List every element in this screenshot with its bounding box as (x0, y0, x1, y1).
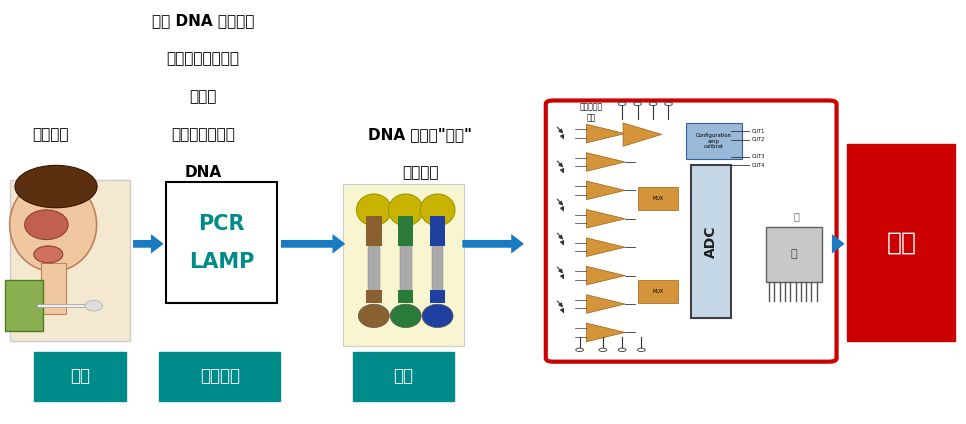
Circle shape (599, 348, 607, 351)
Text: 光电二极管
阵列: 光电二极管 阵列 (580, 103, 603, 122)
Bar (398, 216, 413, 246)
Bar (366, 290, 382, 303)
Text: 处理: 处理 (886, 231, 917, 255)
Bar (638, 280, 678, 303)
Ellipse shape (85, 300, 102, 311)
Circle shape (618, 102, 626, 106)
Ellipse shape (390, 304, 421, 327)
Text: MUX: MUX (652, 289, 664, 294)
Polygon shape (623, 123, 662, 146)
Text: ADC: ADC (704, 226, 718, 258)
Circle shape (638, 348, 645, 351)
Bar (10, 180, 130, 341)
Bar (691, 165, 731, 318)
Text: OUT3: OUT3 (752, 154, 765, 159)
Polygon shape (586, 124, 625, 143)
Text: OUT1: OUT1 (752, 129, 765, 134)
Text: 样品: 样品 (70, 367, 90, 385)
Ellipse shape (25, 210, 68, 240)
Text: 信号增加: 信号增加 (402, 165, 439, 180)
Bar (41, 263, 66, 314)
Polygon shape (586, 209, 625, 228)
Text: 鼻腔采样: 鼻腔采样 (32, 127, 69, 142)
Text: 输: 输 (791, 249, 797, 259)
Text: MUX: MUX (652, 196, 664, 201)
Bar (368, 242, 380, 297)
Bar (400, 242, 412, 297)
Text: 核酸扩增: 核酸扩增 (200, 367, 240, 385)
Text: 输: 输 (794, 211, 800, 221)
Text: 因此，我们复制: 因此，我们复制 (171, 127, 235, 142)
Polygon shape (586, 323, 625, 342)
Text: OUT2: OUT2 (752, 137, 765, 142)
Ellipse shape (388, 194, 423, 226)
Circle shape (618, 348, 626, 351)
Text: 的信号不足以被检: 的信号不足以被检 (166, 51, 240, 66)
Polygon shape (586, 238, 625, 257)
FancyBboxPatch shape (546, 100, 837, 362)
Circle shape (576, 348, 583, 351)
Bar (432, 242, 443, 297)
Text: DNA: DNA (185, 165, 221, 180)
Polygon shape (586, 266, 625, 285)
Bar (430, 290, 445, 303)
Ellipse shape (10, 178, 97, 271)
Text: DNA 扩增时"荧光": DNA 扩增时"荧光" (368, 127, 472, 142)
Ellipse shape (356, 194, 391, 226)
Circle shape (634, 102, 641, 106)
Circle shape (649, 102, 657, 106)
Bar (638, 187, 678, 210)
Text: 荧光: 荧光 (393, 367, 413, 385)
Bar (343, 184, 464, 346)
Text: PCR: PCR (198, 214, 245, 234)
Polygon shape (586, 181, 625, 200)
Text: 测到。: 测到。 (189, 89, 216, 104)
Text: Configuration
amp
calibrat: Configuration amp calibrat (696, 133, 732, 150)
Bar (34, 352, 126, 401)
Ellipse shape (420, 194, 455, 226)
Polygon shape (586, 295, 625, 313)
Ellipse shape (15, 165, 97, 208)
Bar (686, 123, 742, 159)
Bar (366, 216, 382, 246)
Bar (847, 144, 955, 341)
Ellipse shape (358, 304, 389, 327)
Bar (766, 227, 822, 282)
Ellipse shape (34, 246, 63, 263)
Circle shape (665, 102, 672, 106)
Bar (5, 280, 43, 331)
Bar (159, 352, 280, 401)
Ellipse shape (422, 304, 453, 327)
Bar (37, 304, 90, 307)
Bar (166, 182, 277, 303)
Text: OUT4: OUT4 (752, 163, 765, 168)
Bar (430, 216, 445, 246)
Text: LAMP: LAMP (189, 252, 254, 272)
Bar (398, 290, 413, 303)
Polygon shape (586, 153, 625, 171)
Text: 一个 DNA 样本产生: 一个 DNA 样本产生 (152, 13, 254, 28)
Bar (353, 352, 454, 401)
